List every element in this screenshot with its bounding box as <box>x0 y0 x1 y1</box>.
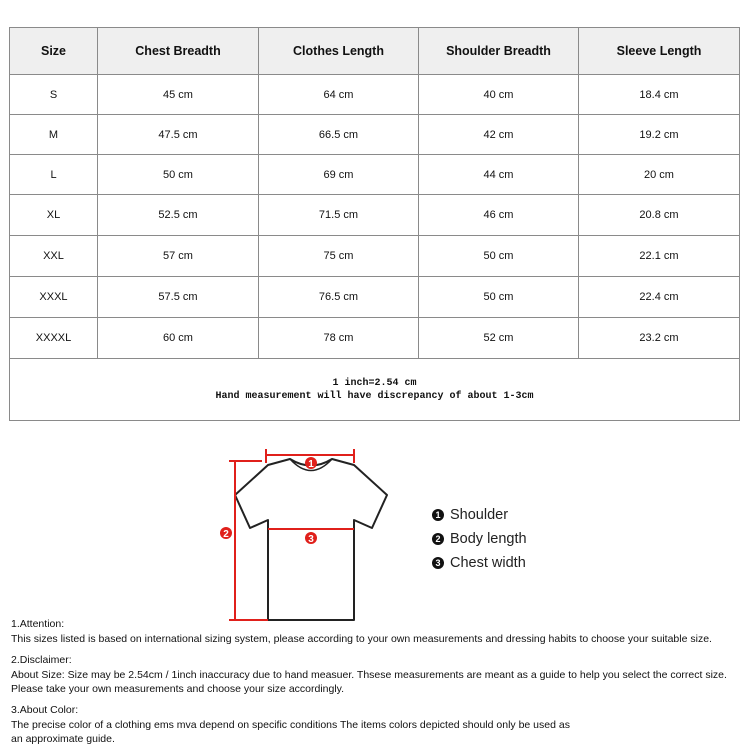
table-cell: 44 cm <box>418 154 579 195</box>
table-cell: L <box>9 154 98 195</box>
header-shoulder-breadth: Shoulder Breadth <box>418 27 579 75</box>
table-cell: 50 cm <box>97 154 259 195</box>
marker-2: 2 <box>220 527 232 540</box>
table-cell: XXXL <box>9 276 98 318</box>
svg-text:3: 3 <box>308 534 314 545</box>
note-disclaimer: 2.Disclaimer: About Size: Size may be 2.… <box>11 653 727 697</box>
table-row: XXXL 57.5 cm 76.5 cm 50 cm 22.4 cm <box>9 276 740 318</box>
svg-text:2: 2 <box>223 529 229 540</box>
header-sleeve-length: Sleeve Length <box>578 27 740 75</box>
note-attention: 1.Attention: This sizes listed is based … <box>11 617 712 646</box>
table-cell: 50 cm <box>418 235 579 277</box>
note-about-color: 3.About Color: The precise color of a cl… <box>11 703 570 747</box>
table-cell: XXXXL <box>9 317 98 359</box>
measurement-note: 1 inch=2.54 cm Hand measurement will hav… <box>9 358 740 421</box>
table-cell: 45 cm <box>97 74 259 115</box>
measure-lines <box>229 449 355 621</box>
header-clothes-length: Clothes Length <box>258 27 419 75</box>
note-title: 1.Attention: <box>11 618 65 630</box>
table-row: XXXXL 60 cm 78 cm 52 cm 23.2 cm <box>9 317 740 359</box>
table-cell: 52.5 cm <box>97 194 259 236</box>
table-cell: 42 cm <box>418 114 579 155</box>
legend-number-icon: 1 <box>432 509 444 521</box>
table-cell: S <box>9 74 98 115</box>
legend-number-icon: 3 <box>432 557 444 569</box>
table-cell: 20 cm <box>578 154 740 195</box>
table-row: M 47.5 cm 66.5 cm 42 cm 19.2 cm <box>9 114 740 155</box>
tshirt-measurement-diagram: 1 2 3 <box>220 449 388 621</box>
table-cell: 23.2 cm <box>578 317 740 359</box>
table-row: S 45 cm 64 cm 40 cm 18.4 cm <box>9 74 740 115</box>
table-cell: 22.1 cm <box>578 235 740 277</box>
table-row: XL 52.5 cm 71.5 cm 46 cm 20.8 cm <box>9 194 740 236</box>
table-cell: 69 cm <box>258 154 419 195</box>
table-cell: 22.4 cm <box>578 276 740 318</box>
table-cell: XL <box>9 194 98 236</box>
table-cell: 46 cm <box>418 194 579 236</box>
legend-label: Body length <box>450 531 527 547</box>
header-size: Size <box>9 27 98 75</box>
legend-body-length: 2 Body length <box>432 531 527 547</box>
legend-label: Shoulder <box>450 507 509 523</box>
table-cell: 71.5 cm <box>258 194 419 236</box>
table-cell: 47.5 cm <box>97 114 259 155</box>
table-cell: 60 cm <box>97 317 259 359</box>
table-cell: 66.5 cm <box>258 114 419 155</box>
table-cell: 18.4 cm <box>578 74 740 115</box>
note-title: 2.Disclaimer: <box>11 654 72 666</box>
table-header-row: Size Chest Breadth Clothes Length Should… <box>9 27 740 75</box>
note-text: The precise color of a clothing ems mva … <box>11 718 570 731</box>
note-text: About Size: Size may be 2.54cm / 1inch i… <box>11 668 727 681</box>
table-cell: 75 cm <box>258 235 419 277</box>
table-cell: 57.5 cm <box>97 276 259 318</box>
table-cell: 50 cm <box>418 276 579 318</box>
legend-shoulder: 1 Shoulder <box>432 507 508 523</box>
table-cell: 40 cm <box>418 74 579 115</box>
table-cell: M <box>9 114 98 155</box>
table-row: L 50 cm 69 cm 44 cm 20 cm <box>9 154 740 195</box>
table-cell: 20.8 cm <box>578 194 740 236</box>
note-text: an approximate guide. <box>11 733 115 745</box>
table-cell: 57 cm <box>97 235 259 277</box>
table-cell: 19.2 cm <box>578 114 740 155</box>
table-cell: XXL <box>9 235 98 277</box>
note-line-2: Hand measurement will have discrepancy o… <box>215 390 534 402</box>
table-cell: 76.5 cm <box>258 276 419 318</box>
legend-number-icon: 2 <box>432 533 444 545</box>
legend-chest-width: 3 Chest width <box>432 555 526 571</box>
note-title: 3.About Color: <box>11 704 79 716</box>
table-cell: 78 cm <box>258 317 419 359</box>
table-cell: 52 cm <box>418 317 579 359</box>
note-text: This sizes listed is based on internatio… <box>11 632 712 645</box>
header-chest-breadth: Chest Breadth <box>97 27 259 75</box>
table-cell: 64 cm <box>258 74 419 115</box>
note-text: Please take your own measurements and ch… <box>11 683 345 695</box>
svg-text:1: 1 <box>308 459 314 470</box>
legend-label: Chest width <box>450 555 526 571</box>
table-row: XXL 57 cm 75 cm 50 cm 22.1 cm <box>9 235 740 277</box>
size-chart-table: Size Chest Breadth Clothes Length Should… <box>9 27 740 421</box>
marker-3: 3 <box>305 532 317 545</box>
note-line-1: 1 inch=2.54 cm <box>332 377 417 389</box>
marker-1: 1 <box>305 457 317 470</box>
